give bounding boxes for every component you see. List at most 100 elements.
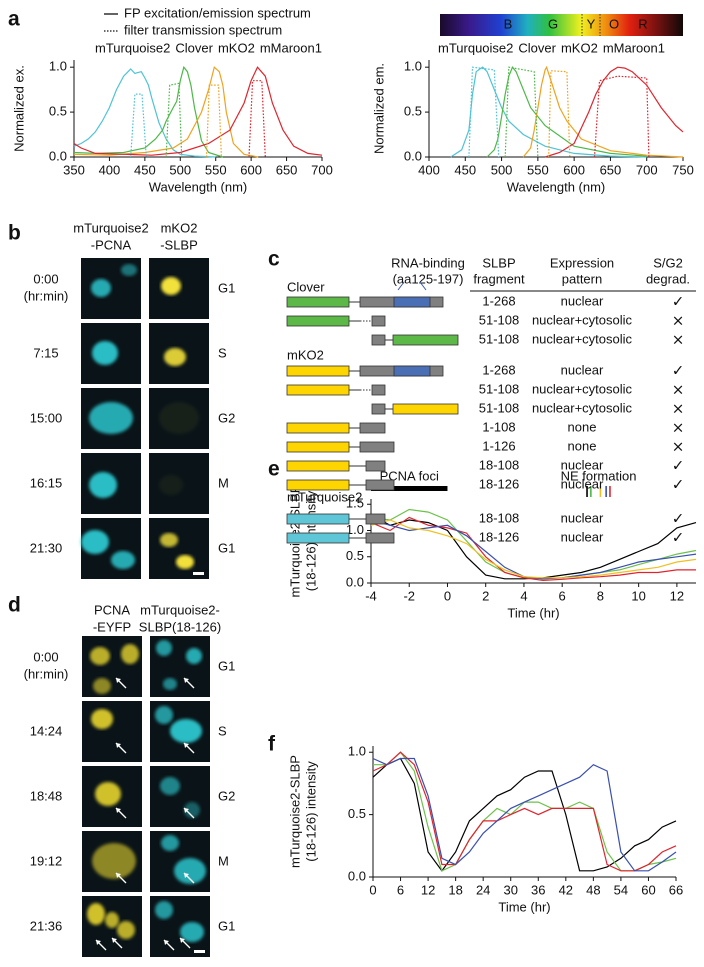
y-tick-label: 1.0 xyxy=(346,522,364,537)
phase-label: M xyxy=(218,475,229,490)
construct-segment xyxy=(392,334,459,346)
phase-label: G1 xyxy=(218,280,235,295)
y-tick-label: 1.0 xyxy=(404,59,422,74)
nucleus xyxy=(176,555,194,569)
colorbar-label: O xyxy=(609,16,619,31)
construct-segment xyxy=(286,513,350,525)
x-tick-label: 8 xyxy=(597,588,604,603)
data-line xyxy=(504,66,539,158)
panel-label: d xyxy=(8,594,21,617)
construct-segment xyxy=(393,296,431,308)
scale-bar xyxy=(193,572,204,575)
arrow-head xyxy=(96,940,101,945)
data-line xyxy=(130,93,147,158)
domain-bracket xyxy=(397,281,427,291)
colorbar-label: G xyxy=(548,16,558,31)
arrow-head xyxy=(116,678,121,683)
x-tick-label: 600 xyxy=(563,162,585,177)
table-cell: nuclear xyxy=(561,293,604,308)
nucleus xyxy=(159,475,183,495)
y-tick-label: 1.0 xyxy=(49,59,67,74)
phase-label: G1 xyxy=(218,540,235,555)
column-header: -EYFP xyxy=(93,619,131,634)
legend-label: mTurquoise2 xyxy=(95,40,170,55)
x-tick-label: 750 xyxy=(672,162,694,177)
x-tick-label: 30 xyxy=(503,882,517,897)
arrow-head xyxy=(116,743,121,748)
table-cell: 18-108 xyxy=(479,510,519,525)
column-header: SLBP(18-126) xyxy=(139,619,221,634)
x-tick-label: 60 xyxy=(641,882,655,897)
column-header: -SLBP xyxy=(160,237,198,252)
nucleus xyxy=(92,341,118,365)
time-label: 21:30 xyxy=(30,540,63,555)
legend-label: Clover xyxy=(175,40,213,55)
x-tick-label: 4 xyxy=(520,588,527,603)
panel-label: f xyxy=(268,733,276,756)
nucleus xyxy=(156,640,172,656)
panel-label: b xyxy=(8,222,21,245)
colorbar-label: B xyxy=(504,16,513,31)
data-line xyxy=(372,757,677,872)
table-cell: 51-108 xyxy=(479,381,519,396)
nucleus xyxy=(92,843,136,879)
nucleus xyxy=(180,922,204,942)
construct-segment xyxy=(371,315,386,327)
table-header: degrad. xyxy=(646,271,690,286)
degradation-symbol: × xyxy=(672,400,685,418)
arrow-head xyxy=(184,743,189,748)
data-line xyxy=(468,66,500,158)
data-line xyxy=(73,65,223,158)
nucleus xyxy=(89,472,117,498)
y-tick-label: 0.0 xyxy=(346,574,364,589)
data-line xyxy=(370,519,697,579)
construct-segment xyxy=(365,460,386,472)
data-line xyxy=(165,82,183,158)
phase-label: S xyxy=(218,345,227,360)
x-tick-label: 12 xyxy=(670,588,684,603)
x-tick-label: 650 xyxy=(276,162,298,177)
x-tick-label: 650 xyxy=(600,162,622,177)
x-tick-label: 600 xyxy=(240,162,262,177)
x-tick-label: 550 xyxy=(205,162,227,177)
data-line xyxy=(248,80,266,158)
panel-label: a xyxy=(8,8,20,31)
degradation-symbol: ✓ xyxy=(672,362,685,380)
time-label: 15:00 xyxy=(30,410,63,425)
time-label: 14:24 xyxy=(30,723,63,738)
column-header: mKO2 xyxy=(161,220,198,235)
arrow-head xyxy=(164,940,169,945)
table-cell: nuclear xyxy=(561,510,604,525)
degradation-symbol: ✓ xyxy=(672,476,685,494)
y-tick-label: 0.5 xyxy=(348,806,366,821)
group-label: mKO2 xyxy=(287,347,324,362)
annotation-label: NE formation xyxy=(561,468,637,483)
degradation-symbol: × xyxy=(672,312,685,330)
y-axis-label: mTurquoise2-SLBP xyxy=(287,755,302,868)
nucleus xyxy=(89,402,133,434)
legend-label: mKO2 xyxy=(218,40,255,55)
x-tick-label: 0 xyxy=(369,882,376,897)
legend-dotted-label: filter transmission spectrum xyxy=(124,22,282,37)
nucleus xyxy=(105,912,119,928)
x-tick-label: 450 xyxy=(454,162,476,177)
table-cell: 18-108 xyxy=(479,457,519,472)
column-header: mTurquoise2 xyxy=(73,220,148,235)
arrow-head xyxy=(184,808,189,813)
phase-label: S xyxy=(218,723,227,738)
nucleus xyxy=(93,678,111,694)
x-tick-label: -4 xyxy=(365,588,377,603)
construct-segment xyxy=(286,441,350,453)
degradation-symbol: × xyxy=(672,381,685,399)
panel-d: PCNA -EYFP mTurquoise2- SLBP(18-126) 0:00 (hr… xyxy=(24,602,235,957)
data-line xyxy=(205,84,222,158)
colorbar-label: R xyxy=(638,16,647,31)
phase-label: G1 xyxy=(218,918,235,933)
time-label: 19:12 xyxy=(30,853,63,868)
construct-segment xyxy=(286,460,350,472)
table-header: SLBP xyxy=(482,255,515,270)
arrow-head xyxy=(184,873,189,878)
nucleus xyxy=(117,921,135,939)
group-label: mTurquoise2 xyxy=(287,489,362,504)
